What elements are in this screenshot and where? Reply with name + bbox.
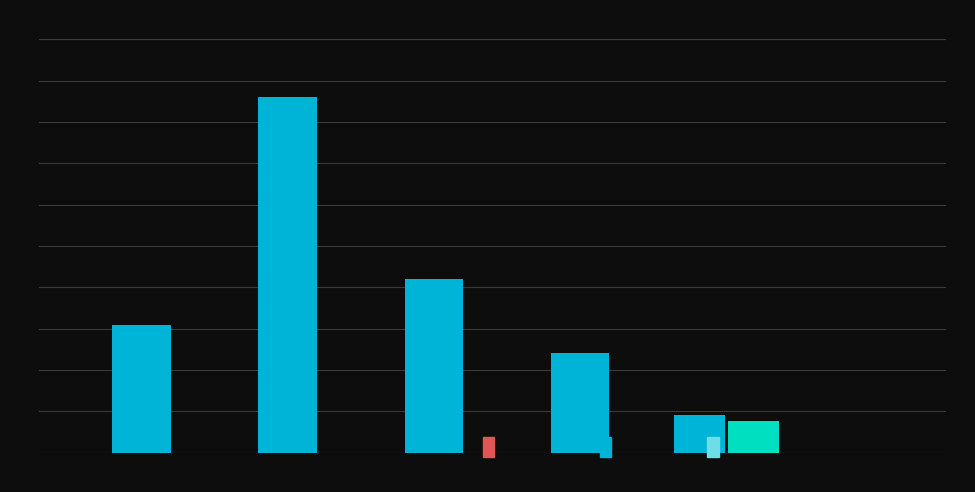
Bar bbox=[405, 279, 463, 453]
Bar bbox=[727, 421, 779, 453]
Bar bbox=[258, 97, 317, 453]
Bar bbox=[112, 325, 171, 453]
Bar bbox=[674, 415, 725, 453]
Bar bbox=[551, 353, 609, 453]
